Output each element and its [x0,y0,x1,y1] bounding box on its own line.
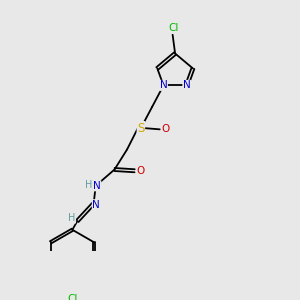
Text: Cl: Cl [67,294,77,300]
Text: N: N [183,80,190,90]
Text: S: S [137,122,145,135]
Text: H: H [68,213,76,223]
Text: H: H [85,180,93,190]
Text: O: O [162,124,170,134]
Text: N: N [93,181,101,191]
Text: Cl: Cl [169,23,179,33]
Text: N: N [92,200,100,210]
Text: N: N [160,80,167,90]
Text: O: O [137,166,145,176]
